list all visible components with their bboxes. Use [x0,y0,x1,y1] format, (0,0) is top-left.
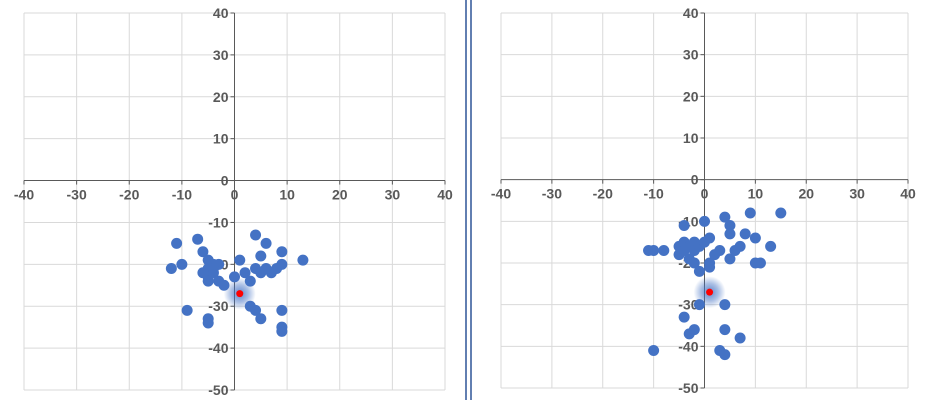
data-point [688,257,700,269]
data-point [276,258,288,270]
x-tick-label: 30 [385,187,401,203]
x-tick-label: 10 [748,186,764,202]
data-point [250,229,262,241]
data-point [699,215,710,227]
y-tick-label: 0 [221,173,229,189]
y-tick-label: -30 [208,298,228,314]
data-point [648,245,660,256]
y-tick-label: -10 [208,214,228,230]
data-point [207,263,219,275]
x-tick-label: -30 [542,186,562,202]
y-tick-label: 20 [213,89,229,105]
data-point [255,313,267,325]
data-point [202,313,214,325]
data-point [658,245,670,256]
x-tick-label: -20 [593,186,613,202]
data-point [255,250,267,262]
y-tick-label: -50 [678,380,698,396]
data-point [719,324,731,336]
x-tick-label: 40 [900,186,916,202]
y-tick-label: 0 [691,172,699,188]
y-tick-label: 40 [213,5,229,21]
data-point [704,261,716,273]
data-point [714,245,726,256]
x-tick-label: -20 [119,187,139,203]
tick-labels: -40-30-20-10010203040403020100-10-20-30-… [14,5,453,398]
highlight-point [236,290,244,298]
data-point [276,304,288,316]
data-point [724,220,736,231]
data-point [678,220,690,231]
x-tick-label: -10 [644,186,664,202]
data-point [165,263,177,275]
data-point [754,257,766,269]
y-tick-label: 30 [213,47,229,63]
y-tick-label: 20 [683,88,699,104]
data-point [239,267,251,279]
data-point [276,325,288,337]
data-point [724,253,736,265]
data-point [648,345,660,356]
x-tick-label: 0 [231,187,239,203]
data-point [197,246,209,258]
data-points [643,207,787,361]
data-point [250,304,262,316]
data-point [234,254,246,266]
data-point [734,240,746,252]
y-tick-label: 10 [683,130,699,146]
data-point [744,207,756,219]
x-tick-label: 0 [701,186,709,202]
y-tick-label: -40 [208,340,228,356]
data-point [693,265,705,277]
data-point [719,349,731,361]
data-point [202,275,214,287]
x-tick-label: 40 [437,187,453,203]
x-tick-label: 10 [279,187,295,203]
x-tick-label: -10 [172,187,192,203]
x-tick-label: -40 [491,186,511,202]
data-point [197,267,209,279]
y-tick-label: -50 [208,382,228,398]
y-tick-label: -40 [678,338,698,354]
data-point [724,228,736,240]
data-point [739,228,751,240]
highlight-point [706,288,714,296]
x-tick-label: -40 [14,187,34,203]
x-tick-label: -30 [67,187,87,203]
data-point [297,254,309,266]
data-point [704,232,716,244]
x-tick-label: 20 [332,187,348,203]
y-tick-label: -30 [678,297,698,313]
highlight-marker [693,276,726,309]
data-point [775,207,787,219]
y-tick-label: 10 [213,131,229,147]
highlight-marker [223,277,256,310]
y-tick-label: 40 [683,5,699,21]
data-point [749,232,761,244]
y-tick-label: 30 [683,47,699,63]
data-point [181,304,193,316]
data-point [678,311,690,323]
scatter-panel-left: -40-30-20-10010203040403020100-10-20-30-… [14,5,453,398]
x-tick-label: 30 [849,186,865,202]
scatter-panel-right: -40-30-20-10010203040403020100-10-20-30-… [491,5,916,396]
data-point [192,233,204,245]
data-point [688,324,700,336]
data-point [734,332,746,344]
x-tick-label: 20 [798,186,814,202]
data-point [176,258,188,270]
panel-divider [465,0,472,400]
data-point [260,237,272,249]
data-point [765,240,777,252]
data-point [276,246,288,258]
data-point [719,211,731,223]
data-point [171,237,183,249]
